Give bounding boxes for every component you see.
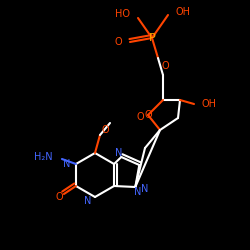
Text: O: O — [162, 61, 170, 71]
Text: N: N — [84, 196, 91, 206]
Text: O: O — [144, 110, 152, 120]
Text: H₂N: H₂N — [34, 152, 53, 162]
Text: OH: OH — [202, 99, 217, 109]
Text: N: N — [141, 184, 149, 194]
Text: O: O — [55, 192, 63, 202]
Text: N: N — [62, 159, 70, 169]
Text: N: N — [134, 187, 141, 197]
Text: O: O — [136, 112, 144, 122]
Text: OH: OH — [175, 7, 190, 17]
Text: O: O — [101, 125, 109, 135]
Text: HO: HO — [115, 9, 130, 19]
Text: N: N — [114, 148, 122, 158]
Text: O: O — [114, 37, 122, 47]
Text: P: P — [148, 33, 156, 43]
